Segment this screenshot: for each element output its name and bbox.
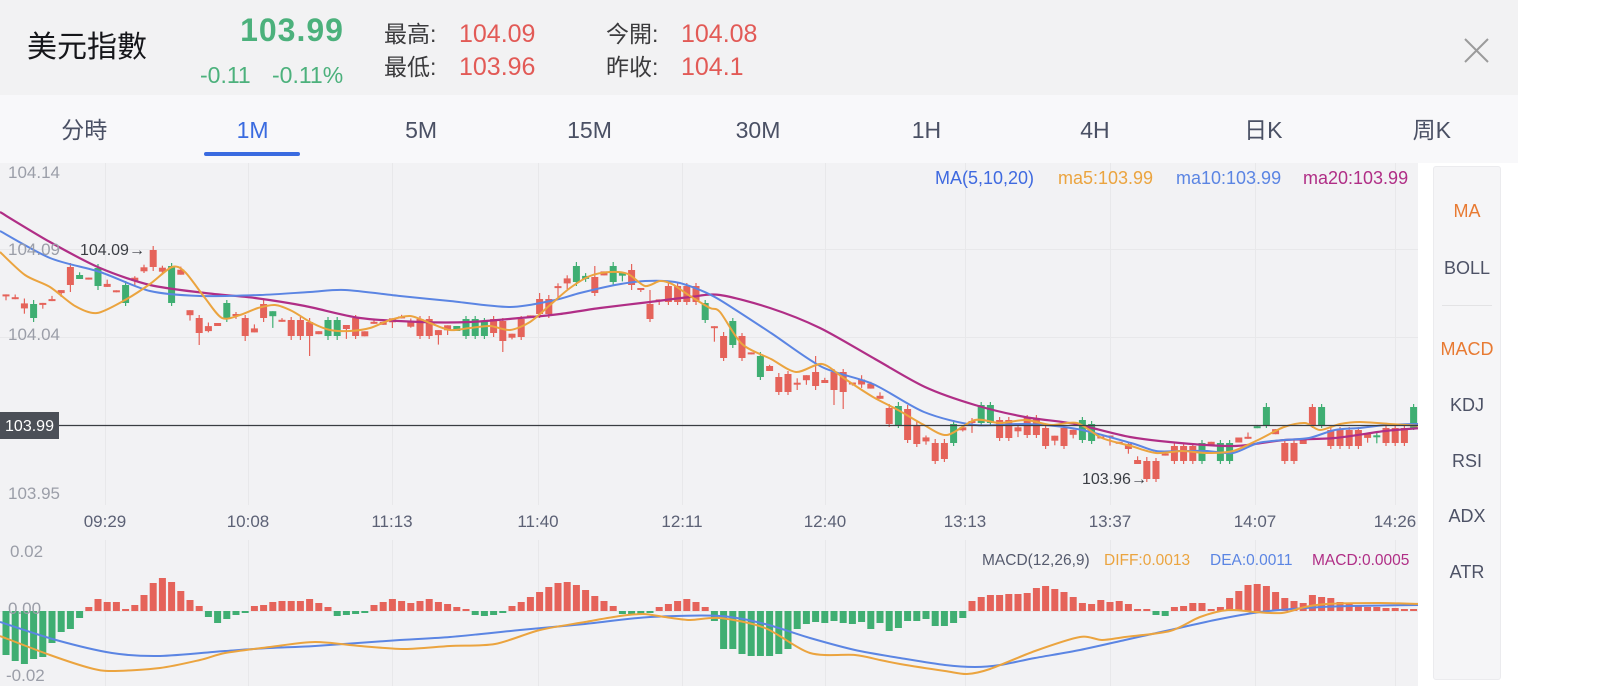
svg-text:104.04: 104.04 xyxy=(8,325,60,344)
svg-text:104.09→: 104.09→ xyxy=(80,242,145,259)
svg-text:103.96→: 103.96→ xyxy=(1082,471,1147,488)
svg-text:ma20:103.99: ma20:103.99 xyxy=(1303,168,1408,188)
svg-text:14:26: 14:26 xyxy=(1374,512,1417,531)
svg-text:14:07: 14:07 xyxy=(1234,512,1277,531)
svg-text:MACD:0.0005: MACD:0.0005 xyxy=(1312,552,1409,569)
svg-text:11:40: 11:40 xyxy=(517,512,558,531)
svg-text:104.14: 104.14 xyxy=(8,163,60,182)
svg-text:MACD(12,26,9): MACD(12,26,9) xyxy=(982,552,1090,569)
svg-text:MA(5,10,20): MA(5,10,20) xyxy=(935,168,1034,188)
svg-text:-0.02: -0.02 xyxy=(6,666,45,685)
svg-text:09:29: 09:29 xyxy=(84,512,127,531)
svg-text:12:11: 12:11 xyxy=(661,512,702,531)
svg-text:ma5:103.99: ma5:103.99 xyxy=(1058,168,1153,188)
svg-text:0.02: 0.02 xyxy=(10,542,43,561)
svg-text:12:40: 12:40 xyxy=(804,512,847,531)
svg-text:10:08: 10:08 xyxy=(227,512,270,531)
svg-text:DEA:0.0011: DEA:0.0011 xyxy=(1210,552,1292,569)
svg-text:104.09: 104.09 xyxy=(8,240,60,259)
svg-text:103.99: 103.99 xyxy=(5,418,54,435)
svg-text:103.95: 103.95 xyxy=(8,484,60,503)
svg-text:0.00: 0.00 xyxy=(8,599,41,618)
svg-text:ma10:103.99: ma10:103.99 xyxy=(1176,168,1281,188)
svg-text:DIFF:0.0013: DIFF:0.0013 xyxy=(1104,552,1190,569)
svg-text:13:13: 13:13 xyxy=(944,512,987,531)
svg-text:13:37: 13:37 xyxy=(1089,512,1132,531)
svg-text:11:13: 11:13 xyxy=(371,512,412,531)
